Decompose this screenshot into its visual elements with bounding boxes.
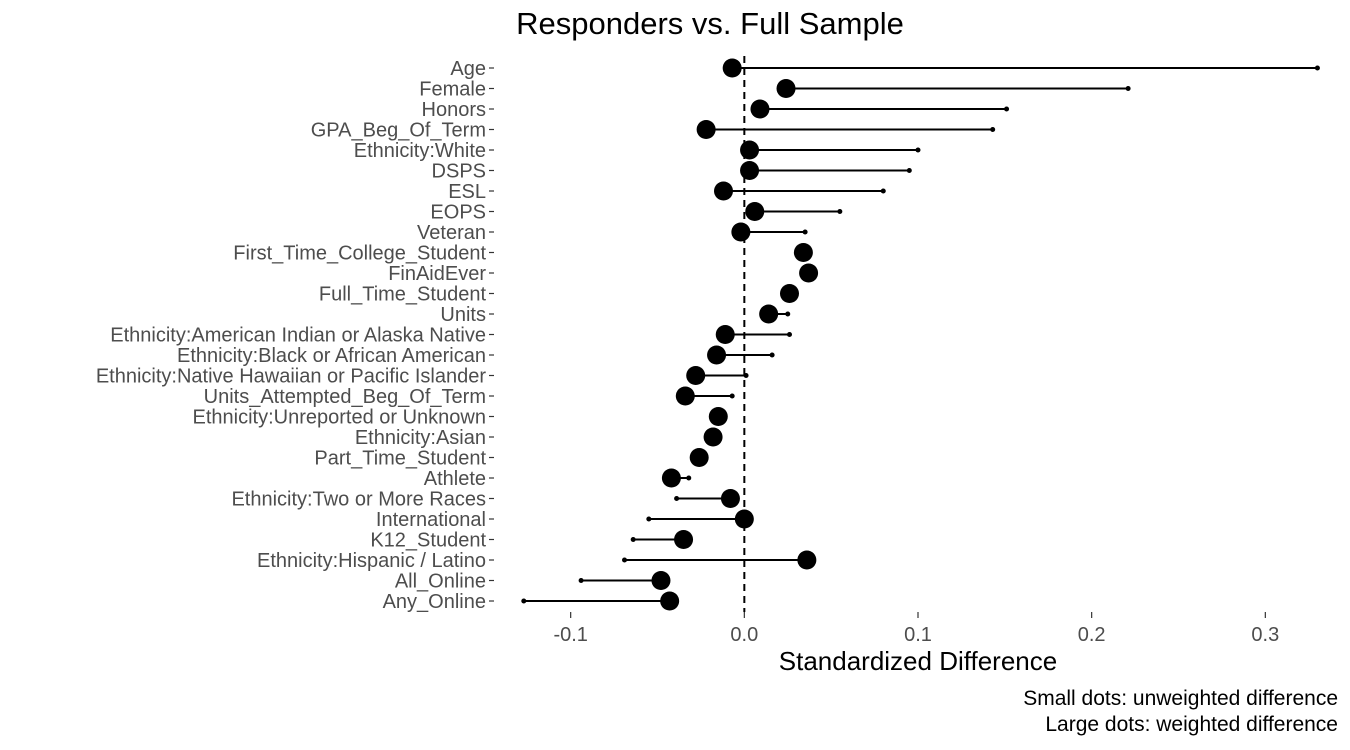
unweighted-point [990, 127, 996, 132]
x-tick-label: 0.3 [1251, 624, 1279, 646]
y-tick-label: All_Online [395, 571, 486, 593]
weighted-point [660, 591, 680, 611]
unweighted-point [785, 311, 791, 317]
weighted-point [686, 366, 706, 385]
weighted-point [720, 489, 740, 508]
y-tick-label: Ethnicity:Hispanic / Latino [257, 550, 486, 572]
weighted-point [797, 550, 817, 570]
y-tick-label: GPA_Beg_Of_Term [311, 120, 486, 142]
y-tick-label: EOPS [430, 202, 486, 224]
y-tick-label: Ethnicity:White [354, 140, 486, 162]
unweighted-point [1125, 86, 1131, 91]
unweighted-point [743, 373, 749, 378]
weighted-point [674, 530, 694, 549]
chart-title: Responders vs. Full Sample [516, 6, 904, 41]
y-tick-label: Ethnicity:Black or African American [177, 345, 486, 367]
weighted-point [740, 161, 760, 180]
y-tick-label: Units_Attempted_Beg_Of_Term [204, 386, 486, 408]
y-tick-label: K12_Student [370, 530, 486, 552]
y-tick-label: Honors [422, 99, 486, 121]
y-tick-label: Age [450, 58, 486, 80]
y-tick-label: ESL [448, 181, 486, 203]
x-tick-label: 0.0 [730, 624, 758, 646]
unweighted-point [521, 598, 527, 604]
weighted-point [708, 407, 728, 426]
y-tick-label: Full_Time_Student [319, 284, 487, 306]
y-tick-label: Ethnicity:Asian [355, 427, 486, 449]
weighted-point [731, 222, 751, 242]
y-tick-label: Ethnicity:Unreported or Unknown [193, 407, 486, 429]
unweighted-point [880, 188, 886, 194]
unweighted-point [646, 516, 652, 522]
unweighted-point [769, 352, 775, 358]
y-tick-label: Any_Online [383, 591, 486, 613]
y-tick-label: Ethnicity:American Indian or Alaska Nati… [110, 325, 486, 347]
x-tick-label: -0.1 [553, 624, 587, 646]
caption: Small dots: unweighted difference Large … [1023, 686, 1338, 738]
weighted-point [713, 181, 733, 201]
x-tick-label: 0.2 [1078, 624, 1106, 646]
weighted-point [745, 202, 765, 221]
weighted-point [776, 79, 796, 98]
y-tick-label: DSPS [432, 161, 486, 183]
caption-line-1: Small dots: unweighted difference [1023, 687, 1338, 710]
weighted-point [779, 284, 799, 303]
unweighted-point [837, 209, 843, 214]
weighted-point [793, 243, 813, 262]
unweighted-point [630, 537, 636, 542]
x-tick-label: 0.1 [904, 624, 932, 646]
weighted-point [651, 571, 671, 590]
y-tick-label: Ethnicity:Two or More Races [231, 489, 486, 511]
unweighted-point [1004, 106, 1010, 112]
unweighted-point [915, 147, 921, 153]
y-tick-label: International [376, 509, 486, 531]
unweighted-point [906, 168, 912, 173]
y-tick-label: Athlete [424, 468, 486, 490]
y-tick-label: Female [419, 79, 486, 101]
unweighted-point [786, 332, 792, 337]
data-points [521, 58, 1320, 611]
weighted-point [759, 304, 779, 324]
unweighted-point [1314, 65, 1320, 71]
unweighted-point [578, 578, 584, 583]
weighted-point [740, 140, 760, 160]
weighted-point [750, 99, 770, 119]
weighted-point [689, 448, 709, 467]
y-axis: AgeFemaleHonorsGPA_Beg_Of_TermEthnicity:… [96, 58, 494, 613]
y-tick-label: Veteran [417, 222, 486, 244]
unweighted-point [802, 229, 808, 235]
difference-segments [523, 67, 1318, 602]
y-tick-label: First_Time_College_Student [233, 243, 486, 265]
y-tick-label: Ethnicity:Native Hawaiian or Pacific Isl… [96, 366, 487, 388]
weighted-point [734, 509, 754, 529]
x-axis: -0.1 0.0 0.1 0.2 0.3 [553, 612, 1279, 646]
weighted-point [661, 468, 681, 488]
weighted-point [722, 58, 742, 78]
caption-line-2: Large dots: weighted difference [1045, 713, 1338, 736]
y-tick-label: Units [440, 304, 486, 326]
y-tick-label: Part_Time_Student [314, 448, 486, 470]
weighted-point [715, 325, 735, 344]
weighted-point [675, 386, 695, 406]
unweighted-point [729, 393, 735, 399]
y-tick-label: FinAidEver [388, 263, 486, 285]
weighted-point [707, 345, 727, 365]
unweighted-point [622, 557, 628, 563]
weighted-point [696, 120, 716, 139]
x-axis-label: Standardized Difference [778, 646, 1058, 676]
unweighted-point [686, 475, 692, 481]
weighted-point [799, 263, 819, 283]
weighted-point [703, 427, 723, 447]
unweighted-point [674, 496, 680, 501]
